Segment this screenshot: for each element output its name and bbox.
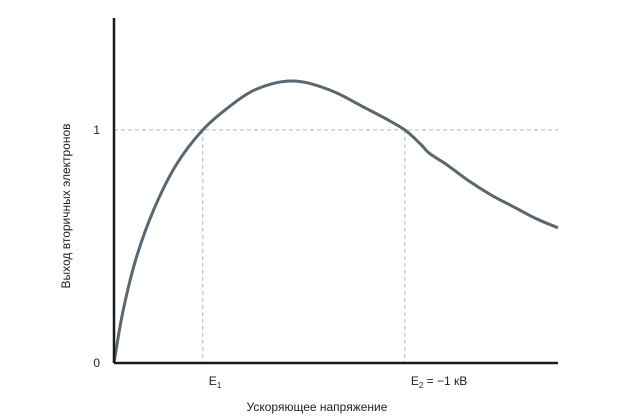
y-tick-labels: 01 [93,123,100,370]
x-tick-labels: E1 E2 = −1 кВ [209,374,467,390]
y-tick-label: 0 [93,356,100,370]
x-tick-label-base: E [209,374,217,388]
x-tick-label-base: E [411,374,419,388]
guide-lines [114,129,558,363]
y-tick-label: 1 [93,123,100,137]
x-tick-label-suffix: = −1 кВ [423,374,467,388]
x-tick-label-subscript: 2 [419,381,424,390]
x-tick-label: E2 = −1 кВ [411,374,467,390]
y-axis-label: Выход вторичных электронов [59,123,73,288]
x-tick-label-subscript: 1 [217,381,222,390]
series-line [112,79,559,364]
x-tick-label: E1 [209,374,222,390]
x-axis-label: Ускоряющее напряжение [247,400,388,414]
